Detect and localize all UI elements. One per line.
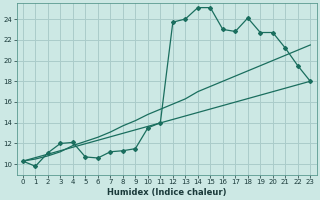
X-axis label: Humidex (Indice chaleur): Humidex (Indice chaleur) — [107, 188, 226, 197]
